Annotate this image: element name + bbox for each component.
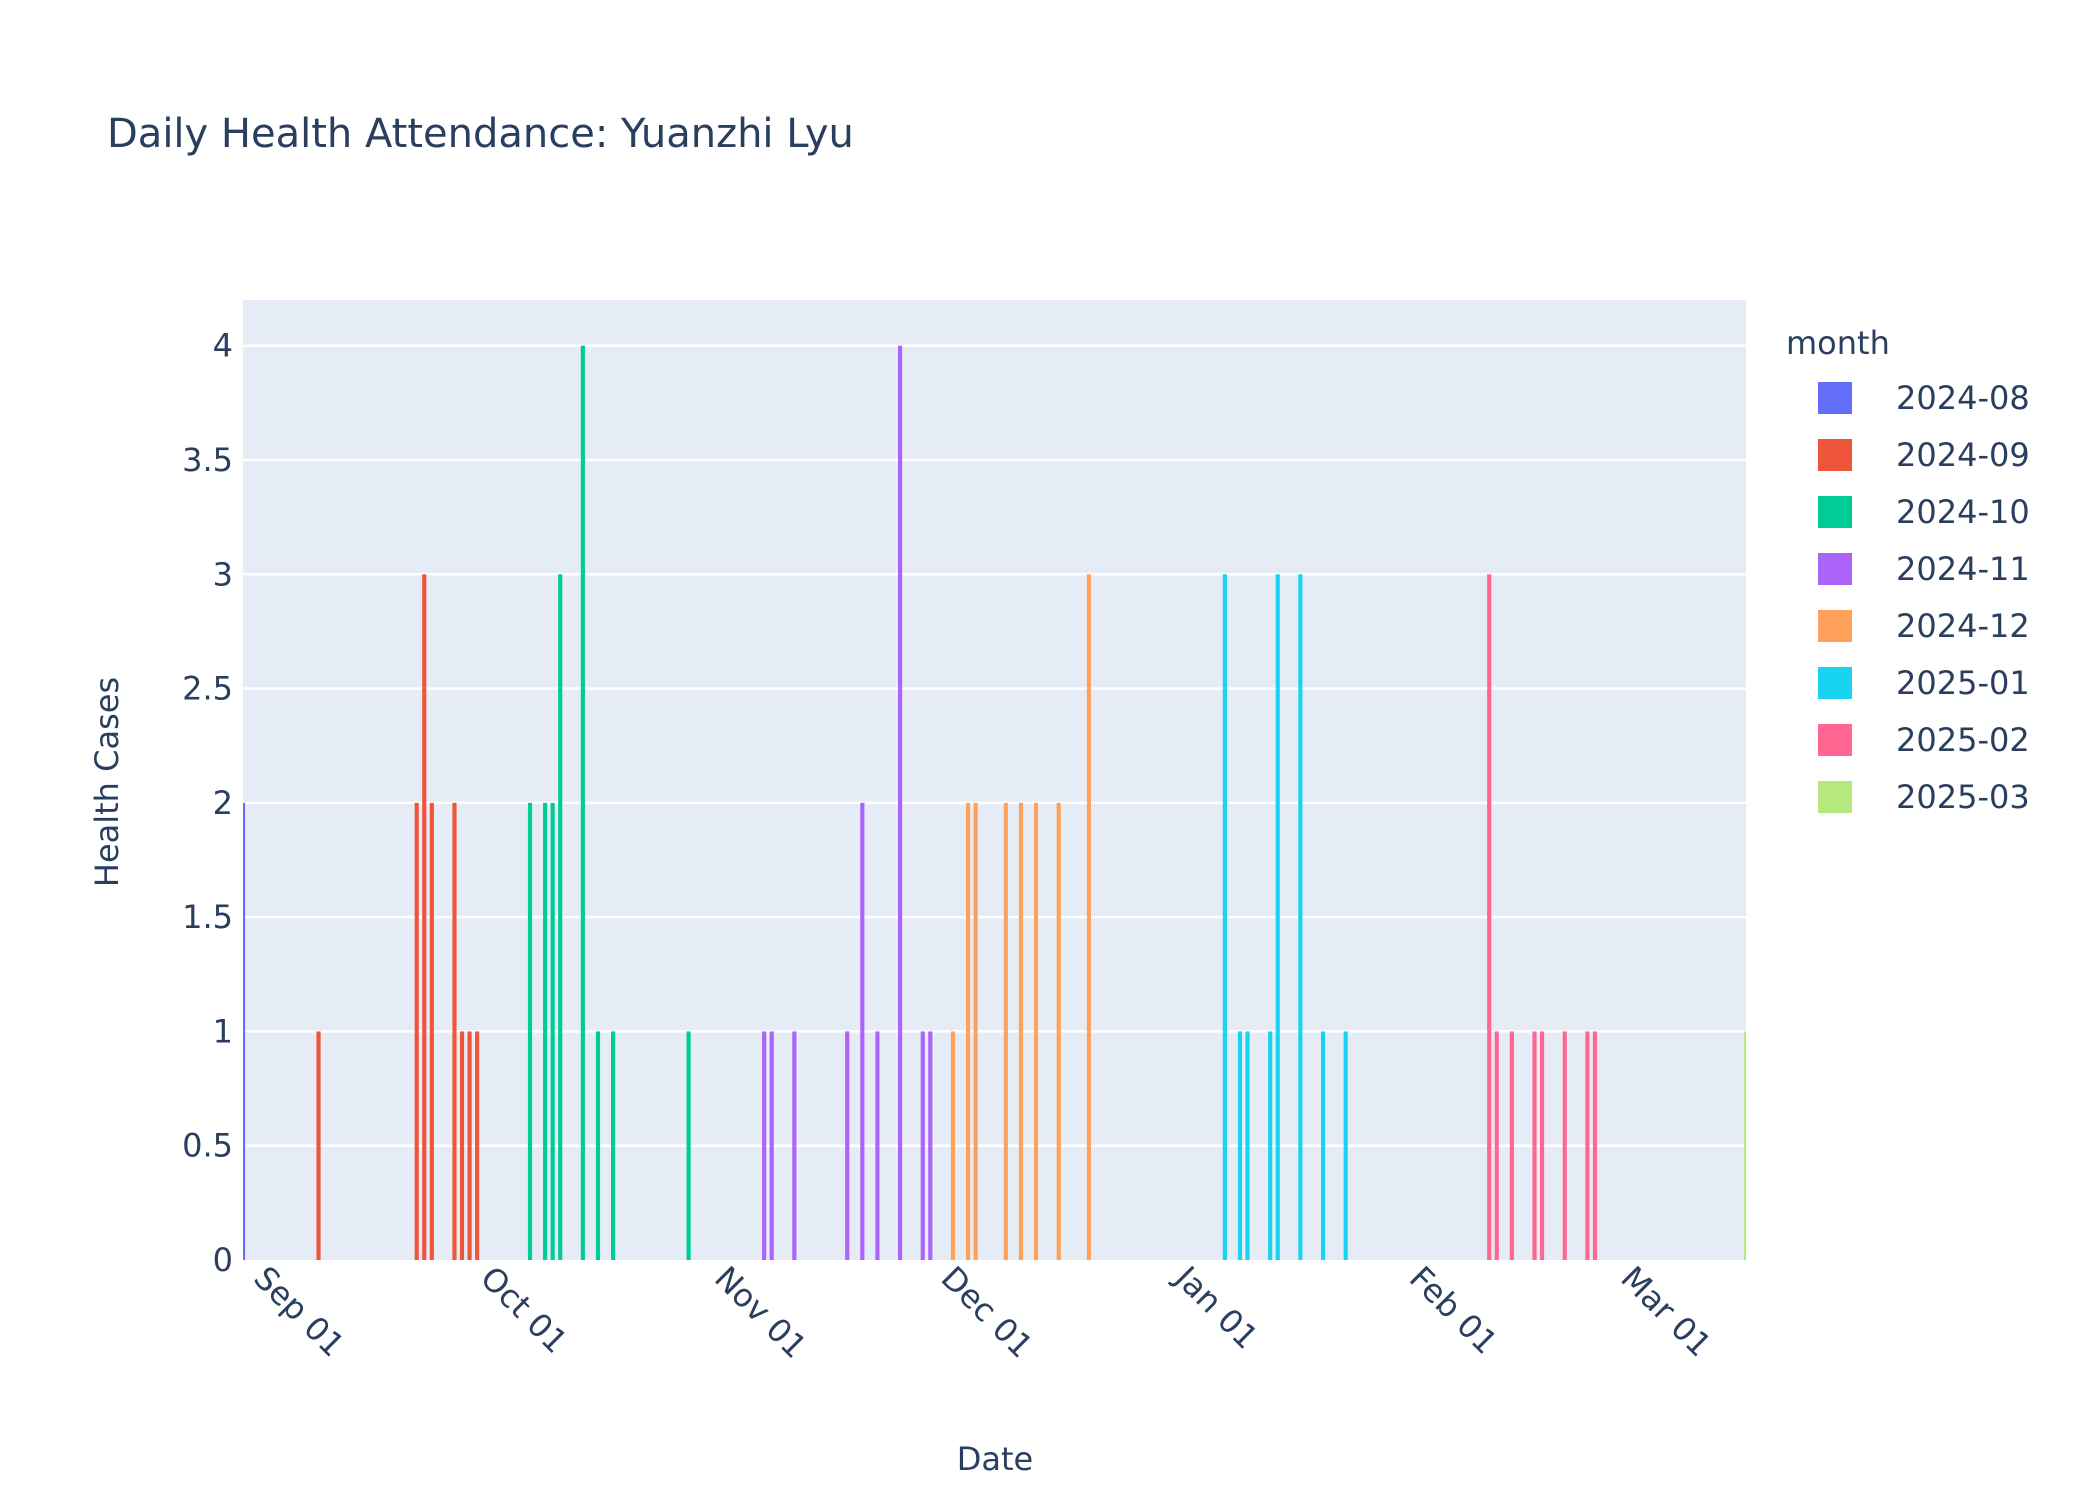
legend-item: 2024-10 (1896, 493, 2030, 531)
bar (558, 574, 563, 1260)
legend-item: 2025-02 (1896, 721, 2030, 759)
bar (1268, 1031, 1273, 1260)
bar (1086, 574, 1091, 1260)
y-tick-label: 0 (213, 1241, 233, 1279)
bar (1003, 802, 1008, 1260)
x-axis-title: Date (957, 1440, 1033, 1478)
bar (467, 1031, 472, 1260)
gridlines (243, 344, 1746, 1147)
bar (928, 1031, 933, 1260)
bar (1585, 1031, 1590, 1260)
bar (1018, 802, 1024, 1260)
legend-swatch (1818, 610, 1852, 642)
legend-item: 2024-09 (1896, 436, 2030, 474)
bar (686, 1031, 691, 1260)
bar (595, 1031, 601, 1260)
bar (611, 1031, 616, 1260)
bar (965, 802, 971, 1260)
bar (1320, 1031, 1326, 1260)
bar (769, 1031, 774, 1260)
bar (475, 1031, 480, 1260)
bar (422, 574, 427, 1260)
bar (1539, 1031, 1545, 1260)
bar (543, 802, 548, 1260)
bar (550, 802, 555, 1260)
bar (316, 1031, 321, 1260)
bar (414, 802, 419, 1260)
legend-swatch (1818, 439, 1852, 471)
y-tick-label: 1 (213, 1012, 233, 1050)
y-tick-label: 3.5 (182, 441, 233, 479)
legend-swatch (1818, 553, 1852, 585)
bar (860, 802, 865, 1260)
y-axis-ticks: 0 0.5 1 1.5 2 2.5 3 3.5 4 (182, 327, 233, 1279)
bar (1056, 802, 1061, 1260)
bar (429, 802, 434, 1260)
bar (527, 802, 533, 1260)
bar (243, 802, 246, 1260)
bar (1532, 1031, 1537, 1260)
y-tick-label: 0.5 (182, 1127, 233, 1165)
bar (1298, 574, 1303, 1260)
y-tick-label: 1.5 (182, 898, 233, 936)
legend: month 2024-08 2024-09 2024-10 2024-11 2024-1… (1786, 324, 2030, 816)
bar (1245, 1031, 1250, 1260)
y-axis-title: Health Cases (88, 677, 126, 887)
bar (1592, 1031, 1598, 1260)
legend-swatch (1818, 382, 1852, 414)
bar (1743, 1031, 1746, 1260)
bar (1562, 1031, 1567, 1260)
legend-item: 2024-08 (1896, 379, 2030, 417)
legend-item: 2025-01 (1896, 664, 2030, 702)
bar (762, 1031, 767, 1260)
bar (1033, 802, 1039, 1260)
y-tick-label: 2 (213, 784, 233, 822)
bar (1343, 1031, 1348, 1260)
bar (1494, 1031, 1499, 1260)
y-tick-label: 2.5 (182, 670, 233, 708)
bar (1487, 574, 1492, 1260)
bar (1275, 574, 1280, 1260)
bar (845, 1031, 850, 1260)
bar (1237, 1031, 1243, 1260)
bar (580, 345, 585, 1260)
legend-swatch (1818, 724, 1852, 756)
bars (243, 345, 1746, 1260)
bar (920, 1031, 925, 1260)
y-tick-label: 3 (213, 555, 233, 593)
legend-item: 2024-11 (1896, 550, 2030, 588)
bar (459, 1031, 465, 1260)
legend-title: month (1786, 324, 1890, 362)
legend-swatch (1818, 667, 1852, 699)
bar (452, 802, 457, 1260)
bar (950, 1031, 956, 1260)
legend-swatch (1818, 781, 1852, 813)
bar (973, 802, 978, 1260)
bar (792, 1031, 797, 1260)
legend-item: 2025-03 (1896, 778, 2030, 816)
bar (898, 345, 903, 1260)
y-tick-label: 4 (213, 327, 233, 365)
chart-title: Daily Health Attendance: Yuanzhi Lyu (107, 111, 854, 157)
legend-item: 2024-12 (1896, 607, 2030, 645)
bar (875, 1031, 880, 1260)
bar (1509, 1031, 1514, 1260)
legend-swatch (1818, 496, 1852, 528)
bar (1222, 574, 1227, 1260)
